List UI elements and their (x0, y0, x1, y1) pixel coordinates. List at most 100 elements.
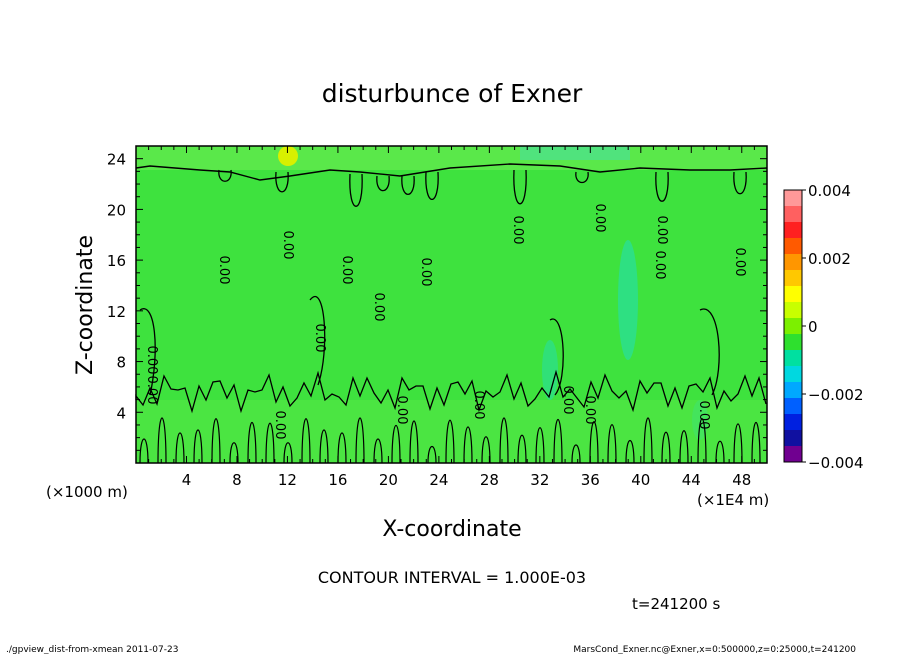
contour-line (139, 438, 149, 464)
x-tick-label: 12 (278, 471, 297, 489)
colorbar-segment (784, 286, 802, 303)
x-tick-label: 36 (581, 471, 600, 489)
contour-line (697, 418, 707, 464)
y-axis: 4 8 12 16 20 24 (107, 145, 767, 464)
contour-line (699, 308, 720, 396)
colorbar-segment (784, 446, 802, 463)
contour-line (193, 429, 203, 464)
contour-line (643, 417, 653, 464)
contour-lines (135, 163, 768, 464)
x-tick-label: 16 (328, 471, 347, 489)
contour-line (517, 434, 527, 464)
contour-line (463, 426, 473, 464)
colorbar-segment (784, 414, 802, 431)
contour-line (499, 417, 509, 464)
contour-label: 0.00 (510, 216, 525, 245)
contour-line (513, 169, 527, 205)
colorbar-segment (784, 430, 802, 447)
footer-right: MarsCond_Exner.nc@Exner,x=0:500000,z=0:2… (573, 645, 856, 654)
x-tick-label: 4 (182, 471, 192, 489)
contour-line (135, 163, 768, 181)
x-tick-label: 20 (379, 471, 398, 489)
x-scale-label: (×1E4 m) (697, 491, 769, 509)
contour-label: 0.00 (280, 231, 295, 260)
colorbar-segment (784, 270, 802, 287)
field-patch (278, 146, 298, 166)
colorbar-segment (784, 382, 802, 399)
contour-label: 0.00 (144, 346, 159, 375)
footer-left: ./gpview_dist-from-xmean 2011-07-23 (6, 645, 178, 654)
contour-line (715, 440, 725, 464)
contour-line (211, 418, 221, 464)
contour-line (445, 419, 455, 464)
colorbar-segment (784, 334, 802, 351)
contour-label: 0.00 (339, 256, 354, 285)
contour-line (733, 423, 743, 464)
x-unit-label: (×1000 m) (46, 483, 128, 501)
contour-label: 0.00 (371, 293, 386, 322)
contour-line (265, 422, 275, 464)
contour-interval-text: CONTOUR INTERVAL = 1.000E-03 (318, 568, 586, 587)
y-axis-label: Z-coordinate (73, 235, 98, 375)
colorbar-label: −0.004 (808, 454, 864, 472)
x-tick-label: 24 (429, 471, 448, 489)
contour-line (376, 175, 390, 192)
contour-line (355, 417, 365, 464)
field-patches (136, 146, 767, 463)
colorbar-segment (784, 398, 802, 415)
x-axis: 4 8 12 16 20 24 28 32 36 40 44 48 (135, 146, 768, 489)
contour-line (349, 173, 363, 207)
contour-label: 0.00 (732, 248, 747, 277)
x-tick-label: 44 (682, 471, 701, 489)
x-tick-label: 40 (631, 471, 650, 489)
contour-line (427, 445, 437, 464)
contour-line (391, 425, 401, 464)
contour-line (481, 436, 491, 464)
colorbar-segment (784, 318, 802, 335)
x-tick-label: 48 (732, 471, 751, 489)
y-tick-label: 12 (107, 303, 126, 321)
y-tick-label: 8 (116, 354, 126, 372)
contour-label: 0.00 (312, 324, 327, 353)
colorbar-segment (784, 190, 802, 207)
contour-label: 0.00 (144, 376, 159, 405)
contour-line (139, 308, 156, 396)
contour-line (373, 438, 383, 464)
colorbar-segment (784, 350, 802, 367)
contour-line (679, 430, 689, 464)
contour-line (229, 442, 239, 464)
contour-line (309, 296, 326, 386)
colorbar-segment (784, 222, 802, 239)
contour-line (571, 444, 581, 464)
y-tick-label: 20 (107, 201, 126, 219)
x-axis-label: X-coordinate (382, 517, 521, 542)
contour-label: 0.00 (582, 396, 597, 425)
contour-label: 0.00 (418, 258, 433, 287)
contour-line (425, 171, 439, 201)
contour-line (319, 429, 329, 464)
contour-line (655, 171, 669, 202)
colorbar-label: 0 (808, 318, 818, 336)
contour-line (283, 442, 293, 464)
contour-line (157, 417, 167, 464)
time-label: t=241200 s (632, 595, 720, 613)
contour-line (135, 369, 767, 414)
contour-label: 0.00 (394, 396, 409, 425)
contour-line (409, 420, 419, 464)
contour-label: 0.00 (652, 251, 667, 280)
field-patch (618, 240, 638, 360)
contour-line (175, 432, 185, 464)
contour-line (218, 169, 232, 182)
contour-line (301, 418, 311, 464)
contour-label: 0.00 (592, 204, 607, 233)
contour-line (247, 422, 257, 464)
contour-labels: 0.000.000.000.000.000.000.00 0.00 0.000.00… (144, 204, 747, 440)
contour-line (661, 431, 671, 464)
contour-line (733, 171, 747, 195)
contour-line (401, 175, 415, 195)
y-tick-label: 4 (116, 404, 126, 422)
contour-line (549, 318, 564, 396)
x-tick-label: 32 (530, 471, 549, 489)
contour-line (607, 424, 617, 464)
